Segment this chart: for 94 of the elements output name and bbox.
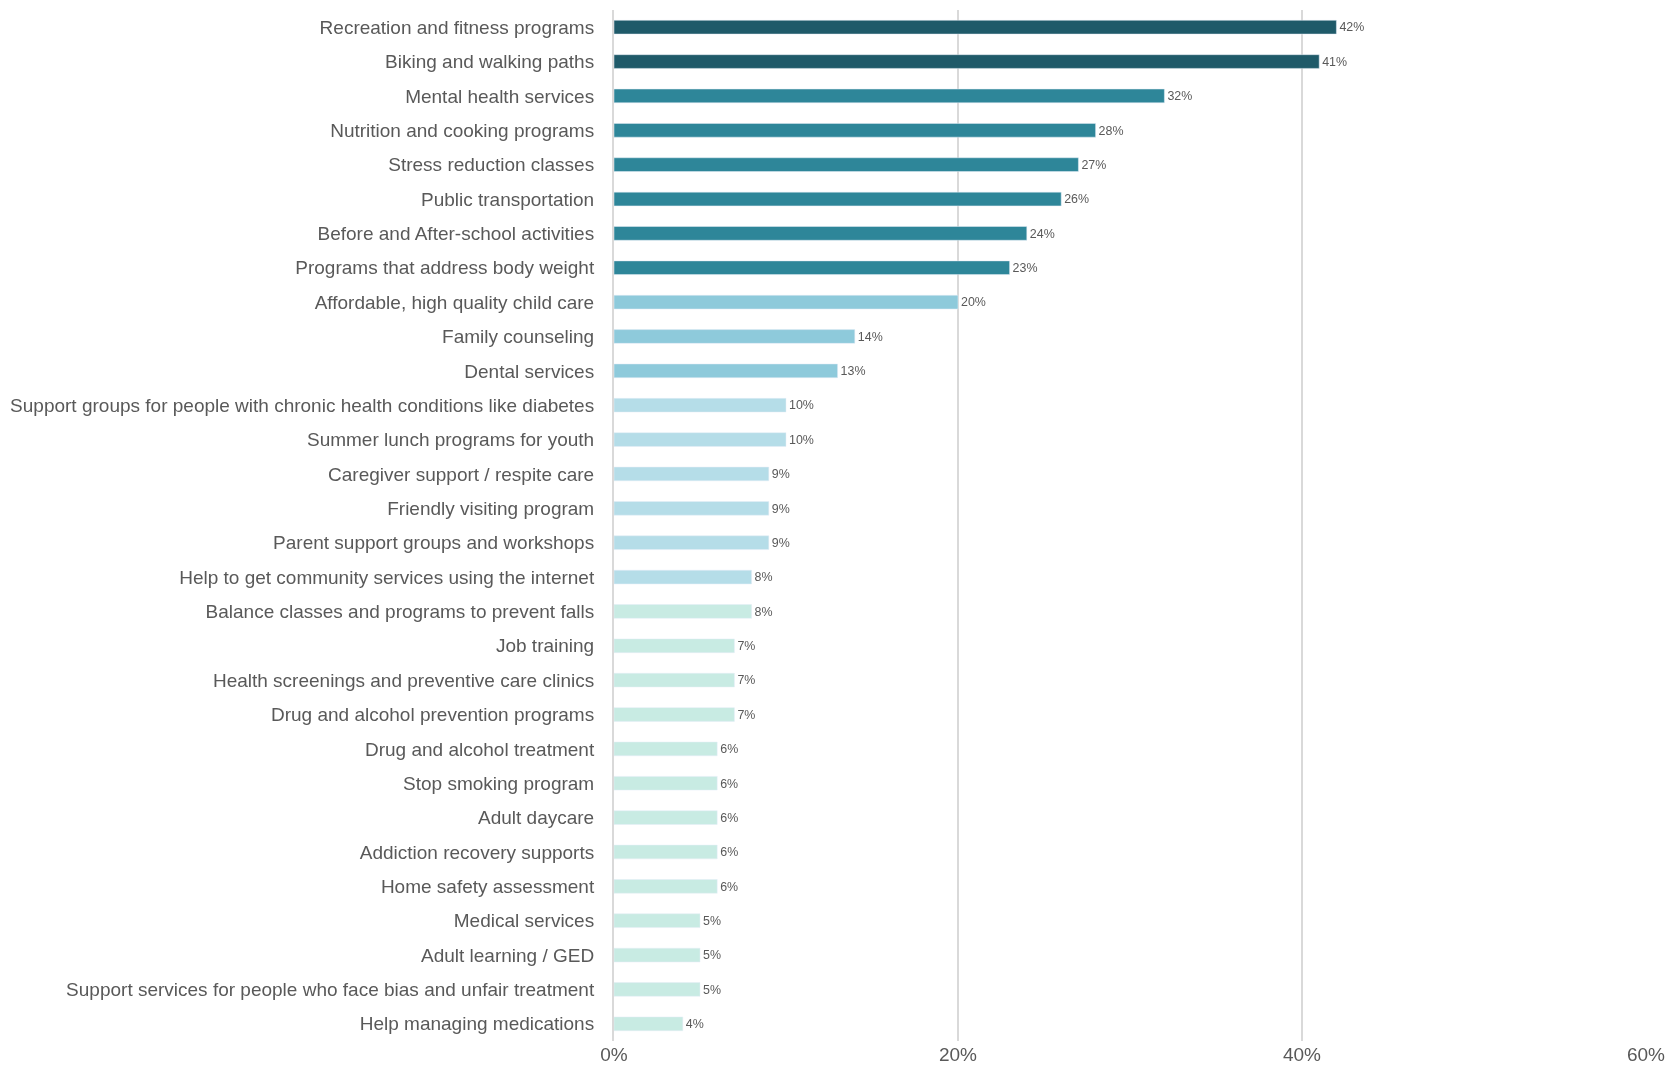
bar: [614, 88, 1165, 104]
bar: [614, 569, 752, 585]
y-tick-label: Health screenings and preventive care clinics: [212, 669, 595, 691]
y-tick-label: Affordable, high quality child care: [314, 291, 595, 313]
y-tick-label: Balance classes and programs to prevent falls: [205, 601, 595, 623]
y-tick-label: Before and After-school activities: [317, 223, 595, 245]
bar: [614, 1016, 684, 1031]
data-label: 7%: [737, 707, 756, 722]
bar: [614, 879, 718, 894]
y-tick-label: Biking and walking paths: [385, 51, 595, 73]
bar: [614, 982, 701, 997]
bar: [614, 123, 1096, 138]
bar: [614, 947, 701, 963]
data-label: 26%: [1064, 192, 1090, 207]
y-tick-label: Summer lunch programs for youth: [306, 429, 595, 451]
y-tick-label: Caregiver support / respite care: [328, 463, 595, 485]
y-tick-label: Friendly visiting program: [387, 497, 595, 519]
y-tick-label: Family counseling: [442, 326, 595, 348]
data-label: 5%: [703, 913, 721, 928]
bar: [614, 638, 735, 653]
data-label: 5%: [703, 948, 721, 963]
y-tick-label: Support groups for people with chronic health conditions like diabetes: [10, 394, 595, 416]
y-tick-label: Help managing medications: [359, 1013, 595, 1035]
y-tick-label: Recreation and fitness programs: [319, 16, 595, 38]
y-tick-label: Parent support groups and workshops: [273, 532, 595, 554]
y-tick-label: Stop smoking program: [403, 772, 595, 794]
bar: [614, 191, 1062, 207]
bar: [614, 501, 770, 516]
data-label: 6%: [720, 810, 739, 825]
data-label: 23%: [1012, 261, 1038, 275]
bar: [614, 363, 838, 378]
data-label: 20%: [961, 295, 986, 310]
data-label: 41%: [1322, 54, 1348, 69]
x-tick-label: 0%: [600, 1044, 628, 1065]
data-label: 5%: [703, 982, 721, 997]
data-label: 6%: [720, 879, 739, 894]
data-label: 7%: [737, 673, 756, 688]
data-label: 27%: [1081, 157, 1107, 172]
data-label: 14%: [857, 329, 883, 344]
data-label: 32%: [1167, 89, 1193, 104]
y-tick-label: Job training: [495, 635, 595, 657]
y-tick-label: Nutrition and cooking programs: [330, 119, 595, 141]
y-tick-label: Programs that address body weight: [295, 257, 595, 279]
y-tick-label: Drug and alcohol treatment: [365, 738, 595, 760]
data-label: 4%: [685, 1017, 704, 1032]
data-label: 24%: [1029, 226, 1055, 241]
y-tick-label: Addiction recovery supports: [359, 841, 595, 863]
data-label: 42%: [1339, 20, 1365, 35]
x-tick-label: 60%: [1626, 1044, 1666, 1065]
bar: [614, 226, 1028, 241]
data-label: 6%: [720, 776, 739, 791]
bar: [614, 329, 856, 344]
bar: [614, 54, 1320, 69]
bar: [614, 707, 735, 722]
data-label: 6%: [720, 845, 739, 860]
bar: [614, 810, 718, 825]
bar: [614, 20, 1337, 35]
y-tick-label: Home safety assessment: [380, 876, 595, 897]
data-label: 9%: [771, 535, 790, 550]
data-label: 9%: [771, 467, 790, 482]
bar: [614, 294, 959, 310]
data-label: 9%: [771, 501, 790, 516]
bar: [614, 673, 735, 688]
y-tick-label: Adult daycare: [478, 807, 595, 829]
bar: [614, 260, 1010, 275]
data-label: 28%: [1098, 123, 1124, 138]
y-tick-label: Help to get community services using the internet: [179, 566, 595, 588]
y-tick-label: Support services for people who face bias and unfair treatment: [66, 979, 595, 1001]
bar: [614, 466, 770, 482]
bar: [614, 604, 752, 619]
bar: [614, 432, 787, 447]
bar: [614, 844, 718, 860]
data-label: 13%: [840, 364, 866, 379]
bar: [614, 398, 787, 413]
data-label: 6%: [720, 742, 739, 757]
y-tick-label: Public transportation: [420, 188, 595, 210]
y-tick-label: Mental health services: [405, 85, 595, 107]
bar: [614, 776, 718, 791]
data-label: 8%: [754, 570, 773, 585]
y-tick-label: Medical services: [453, 910, 595, 932]
bar: [614, 741, 718, 757]
y-tick-label: Drug and alcohol prevention programs: [271, 704, 595, 726]
x-tick-label: 20%: [938, 1044, 978, 1065]
y-tick-label: Adult learning / GED: [421, 944, 595, 966]
x-tick-label: 40%: [1282, 1044, 1322, 1065]
data-label: 7%: [737, 639, 756, 654]
bar: [614, 157, 1079, 172]
data-label: 10%: [789, 398, 814, 413]
y-tick-label: Stress reduction classes: [388, 154, 595, 176]
bar: [614, 913, 701, 928]
y-tick-label: Dental services: [464, 360, 595, 382]
bar: [614, 535, 770, 550]
data-label: 10%: [789, 432, 814, 447]
data-label: 8%: [754, 604, 773, 619]
